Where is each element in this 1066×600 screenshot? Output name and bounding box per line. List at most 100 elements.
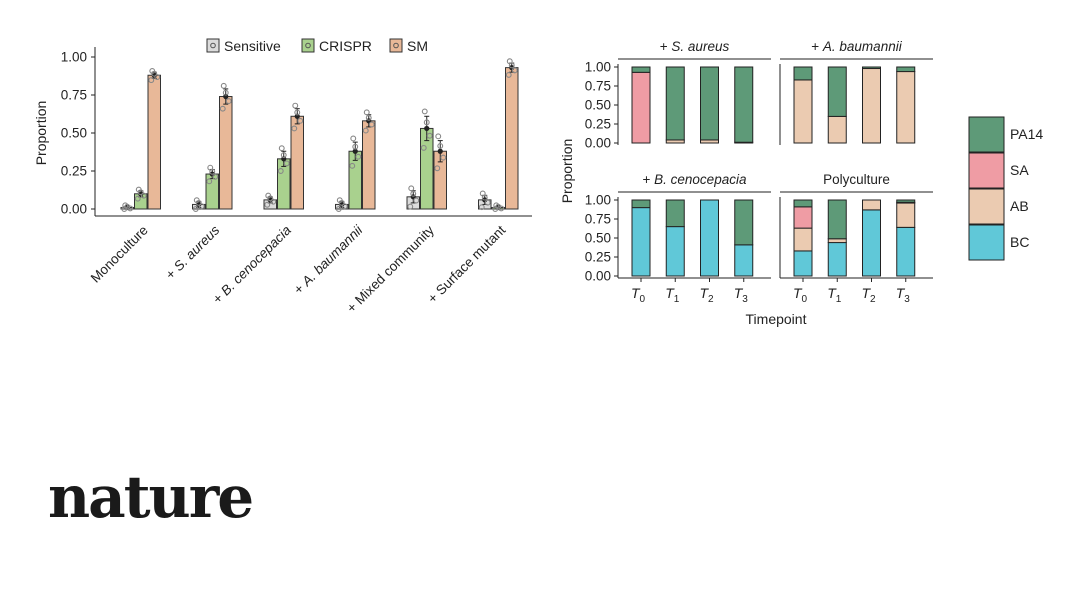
stacked-segment-ab [896, 202, 916, 228]
replicate-point [270, 198, 277, 205]
replicate-point [478, 204, 485, 211]
replicate-point [335, 206, 342, 212]
mean-point [151, 72, 157, 78]
replicate-point [198, 203, 205, 210]
left-y-axis-label: Proportion [33, 101, 49, 166]
stacked-segment-bc [896, 226, 916, 277]
stacked-segment-bc [862, 209, 881, 277]
replicate-point [278, 145, 285, 152]
facet-title: + A. baumannii [811, 39, 902, 54]
replicate-point [280, 152, 287, 158]
facet-y-tick-label: 0.75 [585, 212, 611, 227]
timepoint-letter: T [861, 285, 871, 301]
timepoint-letter: T [631, 285, 641, 301]
replicate-point [498, 205, 505, 212]
timepoint-letter: T [793, 285, 803, 301]
stacked-segment-pa14 [665, 199, 685, 228]
facet-title: + B. cenocepacia [643, 172, 747, 187]
legend-point [210, 42, 216, 49]
category-label: + A. baumannii [291, 222, 366, 297]
timepoint-letter: T [827, 285, 837, 301]
replicate-point [420, 144, 427, 151]
facet-species: B. cenocepacia [654, 172, 747, 187]
replicate-point [413, 197, 420, 204]
stacked-segment-bc [665, 226, 685, 277]
timepoint-subscript: 1 [836, 294, 842, 305]
replicate-point [292, 102, 299, 109]
facet-y-tick-label: 1.00 [585, 193, 611, 208]
mean-point [267, 197, 273, 203]
replicate-point [511, 67, 518, 74]
replicate-point [408, 185, 415, 192]
replicate-point [294, 109, 301, 116]
replicate-point [265, 192, 272, 199]
legend-point [305, 42, 311, 49]
stacked-segment-bc [793, 250, 813, 277]
timepoint-label: T2 [699, 285, 714, 305]
replicate-point [297, 117, 304, 124]
replicate-point [423, 119, 430, 126]
mean-point [424, 125, 430, 132]
replicate-point [277, 168, 284, 174]
bar-sm [147, 74, 161, 210]
facet-y-tick-label: 0.25 [585, 117, 611, 132]
timepoint-letter: T [734, 285, 744, 301]
replicate-point [352, 143, 359, 150]
stacked-segment-pa14 [896, 199, 916, 203]
stacked-segment-pa14 [631, 66, 651, 73]
stacked-segment-pa14 [700, 66, 719, 141]
category-label: + B. cenocepacia [210, 222, 294, 306]
stacked-segment-ab [827, 238, 847, 244]
stacked-segment-ab [862, 68, 881, 144]
left-y-tick-label: 0.00 [61, 202, 87, 217]
timepoint-letter: T [665, 285, 675, 301]
facet-prefix: + [660, 39, 672, 54]
legend-swatch-sa [968, 152, 1005, 189]
replicate-point [219, 105, 226, 112]
replicate-point [264, 201, 271, 208]
replicate-point [149, 68, 156, 74]
timepoint-label: T3 [896, 285, 911, 305]
left-y-tick-label: 1.00 [61, 50, 87, 65]
right-x-axis-label: Timepoint [746, 311, 807, 327]
replicate-point [134, 195, 141, 202]
replicate-point [355, 153, 362, 160]
replicate-point [493, 202, 500, 209]
stacked-segment-ab [862, 199, 881, 211]
replicate-point [206, 178, 213, 185]
timepoint-label: T1 [827, 285, 842, 305]
timepoint-label: T1 [665, 285, 680, 305]
replicate-point [291, 125, 298, 132]
replicate-point [148, 77, 155, 84]
replicate-point [193, 197, 200, 204]
category-label: + Surface mutant [425, 222, 509, 306]
left-y-tick-label: 0.75 [61, 88, 87, 103]
timepoint-letter: T [699, 285, 709, 301]
facet-y-tick-label: 0.25 [585, 250, 611, 265]
replicate-point [434, 165, 441, 172]
replicate-point [506, 58, 513, 65]
legend-label-pa14: PA14 [1010, 126, 1043, 142]
legend-label-crispr: CRISPR [319, 38, 372, 54]
replicate-point [407, 203, 414, 210]
mean-point [196, 201, 202, 208]
stacked-segment-sa [631, 71, 651, 144]
timepoint-subscript: 1 [674, 294, 680, 305]
replicate-point [135, 186, 142, 193]
mean-point [437, 148, 443, 154]
stacked-segment-ab [896, 71, 916, 144]
facet-y-tick-label: 1.00 [585, 60, 611, 75]
legend-swatch-crispr [301, 38, 315, 53]
mean-point [138, 191, 144, 197]
legend-swatch-pa14 [968, 116, 1005, 153]
replicate-point [410, 190, 417, 197]
legend-label-sa: SA [1010, 162, 1029, 178]
mean-point [339, 201, 345, 208]
replicate-point [154, 74, 161, 81]
facet-y-tick-label: 0.50 [585, 231, 611, 246]
legend-label-ab: AB [1010, 198, 1029, 214]
stacked-segment-pa14 [896, 66, 916, 73]
replicate-point [435, 133, 442, 140]
replicate-point [192, 206, 199, 212]
right-y-axis-label: Proportion [559, 139, 575, 204]
